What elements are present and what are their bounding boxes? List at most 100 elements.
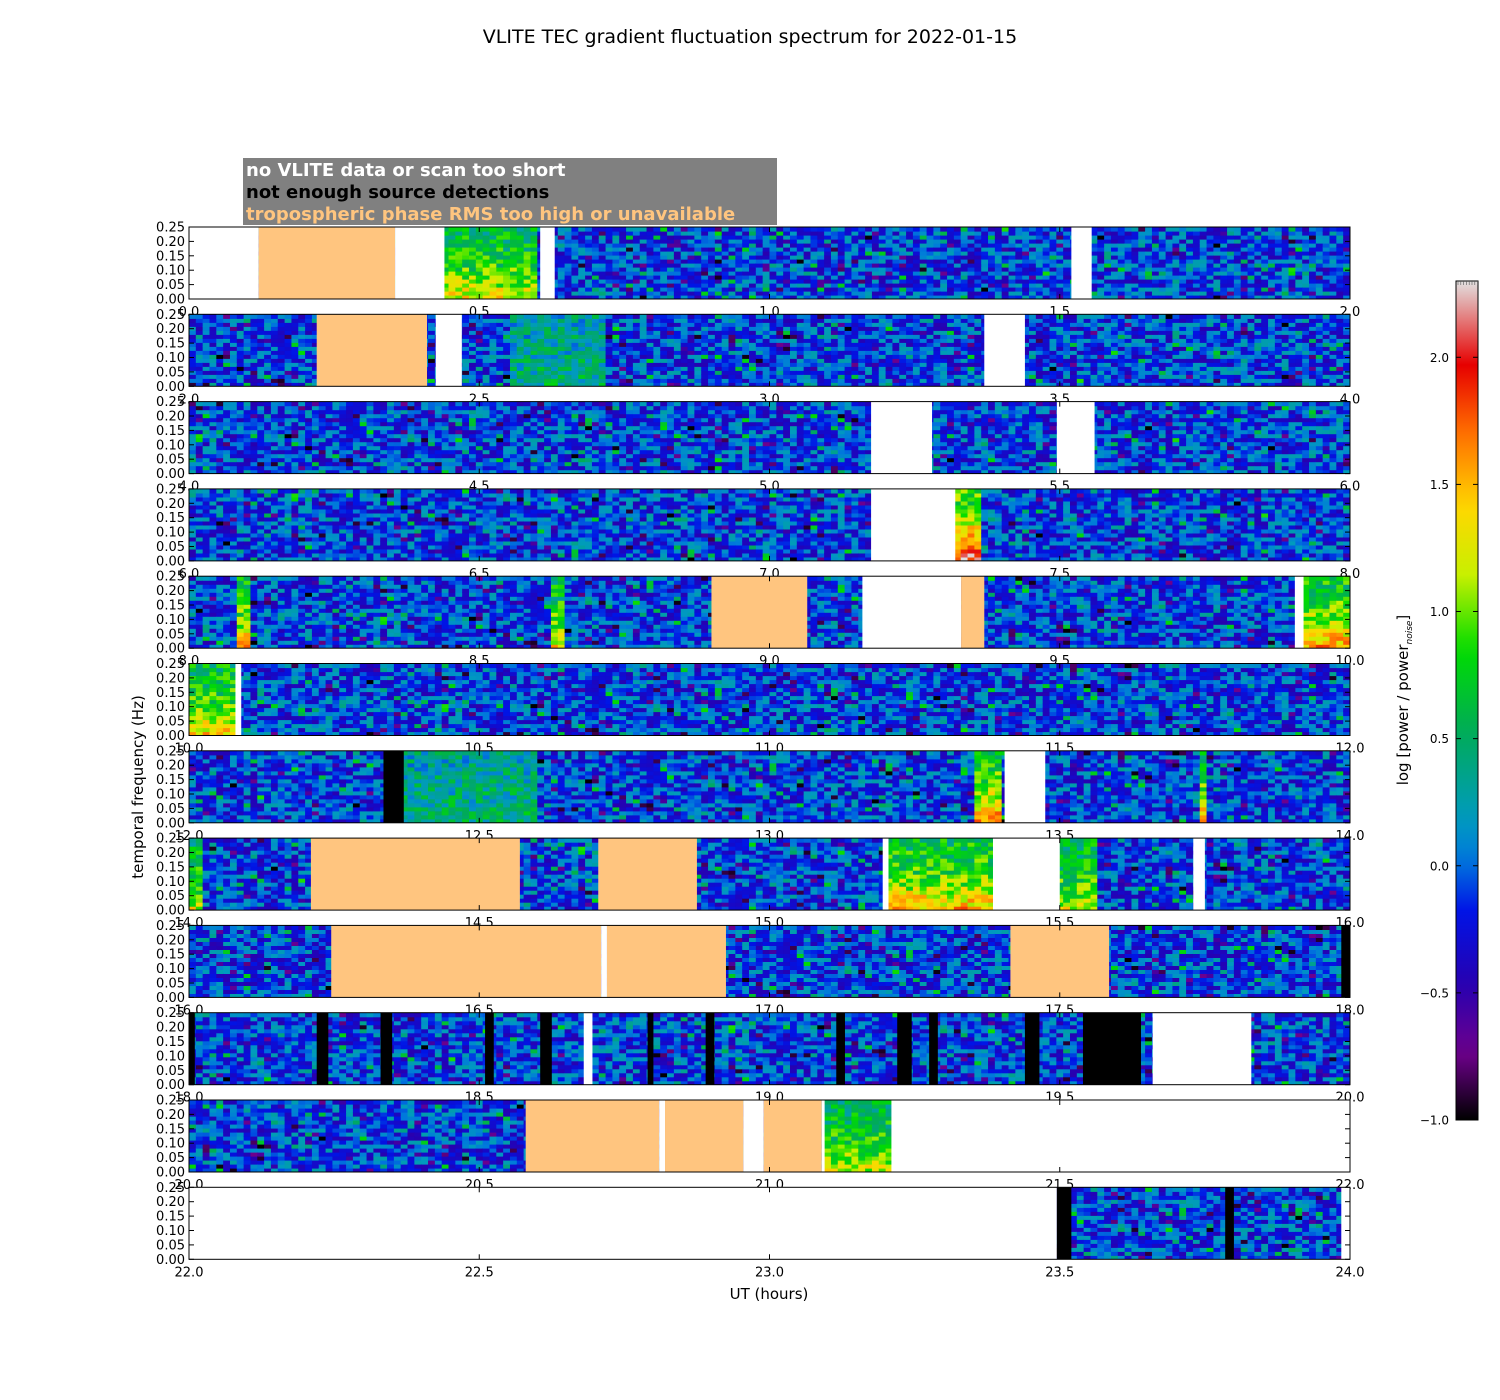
spectrum-cell xyxy=(455,235,463,240)
spectrum-cell xyxy=(509,291,518,296)
spectrum-cell xyxy=(892,334,900,339)
spectrum-cell xyxy=(708,318,716,323)
spectrum-cell xyxy=(1138,263,1146,268)
spectrum-cell xyxy=(1186,287,1194,292)
panel-1: 0.000.050.100.150.200.252.0 2.5 3.0 3.5 4.0 xyxy=(156,308,1360,408)
spectrum-cell xyxy=(257,322,265,327)
spectrum-cell xyxy=(769,271,777,276)
spectrum-cell xyxy=(694,330,702,335)
spectrum-cell xyxy=(1124,295,1133,299)
spectrum-cell xyxy=(728,370,736,375)
spectrum-cell xyxy=(469,382,477,387)
spectrum-cell xyxy=(865,291,873,296)
spectrum-cell xyxy=(639,279,648,284)
spectrum-cell xyxy=(605,239,614,244)
spectrum-cell xyxy=(694,235,702,240)
spectrum-cell xyxy=(769,358,777,363)
spectrum-cell xyxy=(660,247,668,252)
spectrum-cell xyxy=(612,267,620,272)
spectrum-cell xyxy=(776,330,784,335)
spectrum-cell xyxy=(789,358,798,363)
spectrum-cell xyxy=(1008,275,1016,280)
spectrum-cell xyxy=(1233,235,1242,240)
spectrum-cell xyxy=(1049,295,1057,299)
spectrum-cell xyxy=(270,362,279,367)
spectrum-cell xyxy=(749,362,757,367)
spectrum-cell xyxy=(789,366,798,371)
spectrum-cell xyxy=(701,350,709,355)
spectrum-cell xyxy=(940,279,948,284)
spectrum-cell xyxy=(817,247,825,252)
spectrum-cell xyxy=(1213,243,1221,248)
spectrum-cell xyxy=(858,322,866,327)
spectrum-cell xyxy=(728,374,736,379)
spectrum-cell xyxy=(1172,251,1180,256)
spectrum-cell xyxy=(503,263,511,268)
spectrum-cell xyxy=(1063,287,1071,292)
spectrum-cell xyxy=(1220,259,1228,264)
spectrum-cell xyxy=(947,239,955,244)
spectrum-cell xyxy=(878,247,887,252)
spectrum-cell xyxy=(885,354,894,359)
spectrum-cell xyxy=(851,243,859,248)
spectrum-cell xyxy=(1151,275,1160,280)
spectrum-cell xyxy=(598,235,607,240)
spectrum-cell xyxy=(257,378,265,383)
spectrum-cell xyxy=(776,346,784,351)
spectrum-cell xyxy=(701,231,709,236)
spectrum-cell xyxy=(1213,279,1221,284)
spectrum-cell xyxy=(817,342,825,347)
spectrum-cell xyxy=(769,366,777,371)
spectrum-cell xyxy=(1288,267,1296,272)
spectrum-cell xyxy=(660,326,668,331)
spectrum-cell xyxy=(789,275,798,280)
spectrum-cell xyxy=(1110,267,1119,272)
spectrum-cell xyxy=(947,255,955,260)
spectrum-cell xyxy=(871,231,880,236)
spectrum-cell xyxy=(475,334,484,339)
spectrum-cell xyxy=(571,342,579,347)
spectrum-cell xyxy=(830,338,839,343)
spectrum-cell xyxy=(469,263,477,268)
spectrum-cell xyxy=(1220,243,1228,248)
spectrum-cell xyxy=(844,322,853,327)
spectrum-cell xyxy=(441,279,450,284)
spectrum-cell xyxy=(1090,295,1098,299)
spectrum-cell xyxy=(667,362,675,367)
spectrum-cell xyxy=(632,358,641,363)
spectrum-cell xyxy=(687,322,695,327)
spectrum-cell xyxy=(496,231,504,236)
spectrum-cell xyxy=(605,318,614,323)
spectrum-cell xyxy=(202,318,211,323)
spectrum-cell xyxy=(1220,275,1228,280)
spectrum-cell xyxy=(1295,255,1303,260)
spectrum-cell xyxy=(858,362,866,367)
spectrum-cell xyxy=(236,358,245,363)
spectrum-cell xyxy=(885,382,894,387)
spectrum-cell xyxy=(1042,287,1051,292)
spectrum-cell xyxy=(919,251,928,256)
spectrum-cell xyxy=(851,322,859,327)
spectrum-cell xyxy=(496,350,504,355)
spectrum-cell xyxy=(755,382,764,387)
spectrum-cell xyxy=(1247,263,1255,268)
spectrum-cell xyxy=(598,342,607,347)
spectrum-cell xyxy=(503,382,511,387)
spectrum-cell xyxy=(1281,295,1290,299)
spectrum-cell xyxy=(462,366,470,371)
spectrum-cell xyxy=(1315,279,1324,284)
spectrum-cell xyxy=(851,275,859,280)
spectrum-cell xyxy=(837,239,846,244)
spectrum-cell xyxy=(503,295,511,299)
spectrum-cell xyxy=(1281,271,1290,276)
spectrum-cell xyxy=(721,346,730,351)
spectrum-cell xyxy=(714,279,723,284)
spectrum-cell xyxy=(1056,251,1064,256)
spectrum-cell xyxy=(305,318,313,323)
spectrum-cell xyxy=(1165,271,1174,276)
spectrum-cell xyxy=(598,279,607,284)
spectrum-cell xyxy=(591,362,600,367)
spectrum-cell xyxy=(550,330,559,335)
spectrum-cell xyxy=(1172,255,1180,260)
spectrum-cell xyxy=(598,267,607,272)
